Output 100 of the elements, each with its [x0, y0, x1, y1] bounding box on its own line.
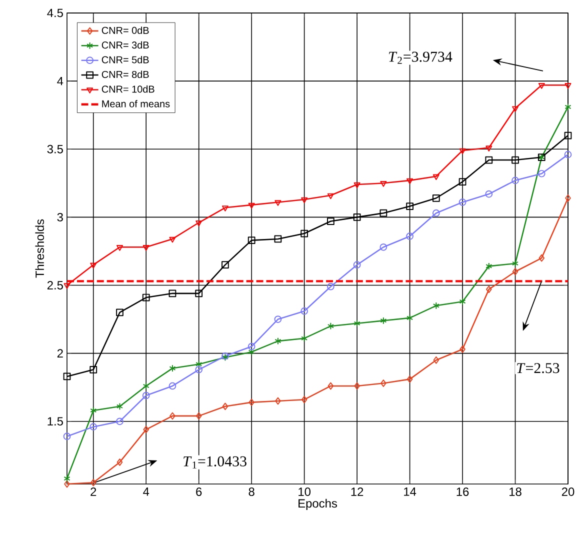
- annotation: T$_{2}$=3.9734: [388, 52, 452, 64]
- point: [380, 316, 387, 324]
- point: [433, 356, 440, 364]
- point: [222, 206, 228, 212]
- point: [170, 412, 176, 420]
- point: [538, 170, 546, 178]
- point: [512, 156, 519, 164]
- point: [406, 375, 413, 383]
- point: [459, 298, 466, 306]
- point: [380, 243, 388, 251]
- point: [406, 178, 414, 184]
- point: [63, 432, 71, 440]
- point: [222, 402, 228, 410]
- point: [460, 346, 466, 353]
- point: [196, 220, 202, 226]
- x-tick-label: 20: [562, 488, 574, 496]
- point: [459, 148, 466, 154]
- point: [64, 480, 70, 488]
- point: [90, 406, 97, 414]
- point: [116, 402, 123, 410]
- point: [512, 106, 519, 112]
- point: [538, 83, 545, 89]
- annotation: T$_{1}$=1.0433: [184, 456, 246, 468]
- point: [116, 245, 123, 251]
- point: [380, 181, 387, 187]
- y-tick-label: 4.5: [47, 8, 63, 18]
- point: [90, 366, 98, 374]
- point: [169, 236, 176, 243]
- point: [274, 235, 282, 243]
- point: [486, 146, 492, 152]
- point: [248, 342, 256, 350]
- point: [274, 200, 282, 206]
- point: [168, 290, 176, 298]
- point: [142, 245, 150, 251]
- point: [565, 194, 571, 202]
- point: [116, 458, 123, 466]
- point: [327, 322, 334, 330]
- point: [142, 382, 150, 390]
- point: [512, 260, 519, 268]
- x-axis-title: Epochs: [298, 498, 338, 510]
- point: [142, 392, 150, 400]
- point: [90, 262, 97, 269]
- point: [142, 294, 150, 302]
- point: [432, 209, 440, 217]
- x-tick-label: 8: [248, 488, 254, 496]
- point: [327, 218, 334, 225]
- point: [248, 236, 256, 244]
- legend-label: CNR= 3dB: [102, 41, 149, 49]
- legend-label: CNR= 8dB: [102, 70, 149, 78]
- x-tick-label: 6: [196, 488, 202, 496]
- point: [564, 83, 572, 89]
- legend-label: Mean of means: [102, 100, 170, 108]
- y-tick-label: 4: [57, 76, 64, 86]
- point: [196, 412, 202, 420]
- point: [300, 230, 308, 238]
- point: [64, 474, 70, 482]
- y-tick-label: 2: [57, 349, 63, 358]
- point: [512, 176, 519, 184]
- point: [195, 366, 203, 374]
- point: [485, 190, 493, 198]
- point: [406, 202, 414, 210]
- x-tick-label: 10: [298, 488, 311, 496]
- point: [564, 132, 572, 140]
- point: [301, 197, 308, 204]
- x-tick-label: 4: [143, 488, 150, 496]
- legend-label: CNR= 0dB: [102, 26, 149, 34]
- y-tick-label: 1.5: [48, 417, 63, 426]
- point: [64, 283, 70, 289]
- point: [354, 320, 360, 328]
- point: [458, 178, 466, 186]
- point: [380, 380, 386, 387]
- point: [380, 209, 388, 217]
- point: [432, 302, 440, 310]
- point: [353, 261, 361, 269]
- annotation: T=2.53: [517, 363, 560, 374]
- x-tick-label: 18: [510, 488, 522, 496]
- point: [328, 382, 334, 390]
- point: [327, 282, 334, 290]
- point: [486, 262, 492, 270]
- point: [300, 307, 308, 315]
- point: [327, 193, 334, 200]
- point: [274, 316, 282, 323]
- point: [353, 213, 361, 221]
- point: [168, 382, 176, 390]
- point: [248, 348, 255, 356]
- point: [486, 286, 492, 294]
- point: [90, 423, 98, 431]
- point: [116, 418, 124, 426]
- y-axis-title: Thresholds: [35, 219, 44, 278]
- point: [63, 372, 71, 380]
- y-tick-label: 3.5: [47, 144, 63, 154]
- point: [406, 232, 414, 240]
- point: [458, 198, 466, 206]
- point: [354, 182, 360, 188]
- point: [248, 202, 255, 209]
- x-tick-label: 2: [90, 488, 96, 496]
- point: [354, 382, 360, 390]
- point: [248, 398, 254, 406]
- point: [301, 396, 308, 404]
- y-tick-label: 2.5: [47, 281, 63, 290]
